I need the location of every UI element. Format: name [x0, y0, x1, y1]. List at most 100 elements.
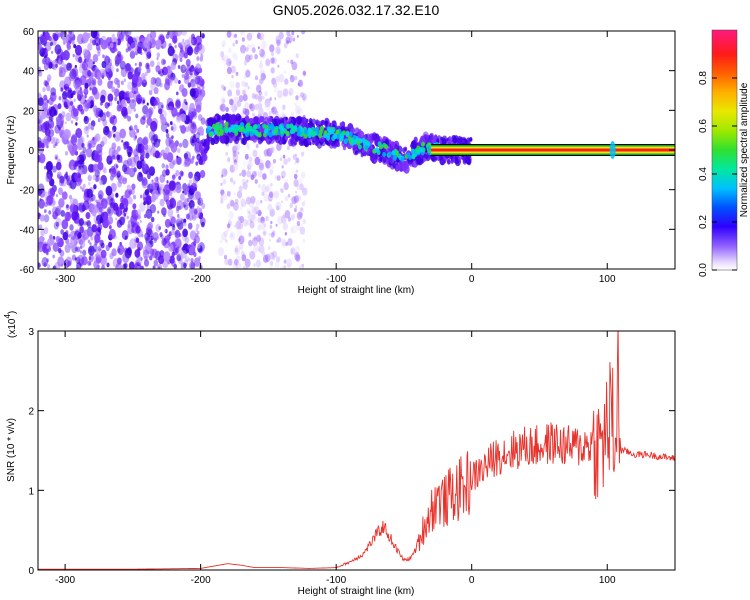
spectrogram-cell [61, 91, 68, 100]
spectrogram-cell [52, 200, 56, 206]
spectrogram-cell [90, 99, 94, 105]
spectrogram-cell [46, 194, 54, 205]
spectrogram-cell [105, 55, 108, 59]
spectrogram-cell [138, 61, 143, 67]
spectrogram-cell [116, 79, 121, 85]
spectrogram-cell [241, 137, 247, 146]
spectrogram-cell [270, 220, 273, 225]
spectrogram-cell [254, 156, 261, 166]
spectrogram-cell [244, 82, 249, 87]
spectrogram-cell [235, 89, 241, 96]
spectrogram-cell [289, 227, 294, 234]
spectrogram-cell [129, 128, 136, 138]
spectrogram-cell [81, 187, 85, 192]
spectrogram-cell [189, 78, 196, 88]
spectrogram-cell [108, 147, 116, 158]
spectrogram-cell [178, 142, 183, 148]
spectrogram-cell [55, 217, 62, 227]
spectrogram-cell [133, 108, 136, 112]
spectrogram-cell [235, 262, 242, 269]
spectrogram-cell [149, 181, 155, 190]
spectrogram-cell [113, 131, 121, 142]
spectrogram-cell [268, 265, 273, 269]
spectrogram-cell [70, 120, 74, 124]
spectrogram-cell [181, 73, 185, 78]
spectrogram-cell [107, 215, 114, 225]
spectrogram-cell [188, 200, 195, 209]
spectrogram-cell [283, 158, 288, 166]
spectrogram-cell [275, 223, 278, 227]
spectrogram-cell [230, 233, 234, 238]
spectrogram-cell [130, 37, 138, 48]
spectrogram-cell [247, 160, 253, 168]
spectrogram-cell [60, 120, 64, 126]
spectrogram-cell [148, 166, 156, 176]
spectrogram-cell [287, 238, 293, 247]
spectrogram-cell [235, 143, 241, 151]
spectrogram-cell [291, 61, 298, 71]
spectrogram-cell [182, 190, 185, 194]
spectrogram-cell [78, 218, 85, 227]
spectrogram-cell [266, 183, 272, 193]
spectrogram-cell [87, 70, 92, 77]
x-tick-label: -100 [326, 575, 346, 586]
spectrogram-cell [240, 44, 246, 54]
spectrogram-cell [254, 75, 259, 81]
spectrogram-cell [296, 220, 301, 226]
spectrogram-cell [221, 98, 226, 104]
spectrogram-cell [38, 198, 45, 209]
spectrogram-cell [69, 224, 74, 231]
spectrogram-cell [123, 144, 128, 151]
spectrogram-cell [269, 260, 274, 266]
spectrogram-cell [163, 251, 171, 262]
spectrogram-cell [113, 133, 116, 138]
spectrogram-cell [91, 86, 98, 95]
spectrogram-cell [339, 122, 343, 127]
spectrogram-cell [54, 262, 61, 269]
spectrogram-cell [180, 171, 184, 176]
spectrogram-cell [232, 162, 239, 171]
spectrogram-cell [243, 60, 248, 66]
spectrogram-cell [131, 99, 135, 104]
track-highlight [303, 129, 308, 135]
colorbar-tick-label: 0.2 [698, 215, 709, 229]
track-highlight [311, 132, 316, 138]
y-tick-label: 2 [28, 407, 34, 418]
spectrogram-cell [65, 171, 68, 175]
colorbar-tick-label: 0.8 [698, 71, 709, 85]
spectrogram-cell [253, 170, 258, 177]
spectrogram-cell [287, 193, 291, 198]
spectrogram-cell [64, 76, 72, 88]
spectrogram-cell [82, 31, 90, 43]
spectrogram-cell [75, 127, 83, 139]
spectrogram-cell [129, 156, 137, 168]
spectrogram-cell [83, 88, 89, 96]
frequency-track [205, 121, 675, 162]
spectrogram-cell [147, 144, 153, 153]
spectrogram-cell [236, 100, 242, 108]
spectrogram-cell [175, 169, 180, 176]
spectrogram-cell [74, 247, 78, 252]
spectrogram-cell [94, 240, 98, 246]
spectrogram-cell [281, 165, 284, 169]
spectrogram-cell [222, 44, 225, 48]
spectrogram-cell [141, 75, 147, 84]
spectrogram-cell [68, 163, 72, 169]
spectrogram-cell [115, 164, 119, 169]
spectrogram-cell [233, 192, 236, 196]
spectrogram-cell [244, 76, 247, 80]
spectrogram-x-label: Height of straight line (km) [298, 285, 415, 296]
spectrogram-cell [234, 33, 237, 38]
spectrogram-cell [86, 188, 93, 199]
spectrogram-cell [166, 103, 171, 111]
spectrogram-cell [126, 184, 131, 191]
track-spike [609, 141, 616, 159]
track-highlight [303, 133, 308, 139]
spectrogram-cell [296, 34, 299, 38]
spectrogram-cell [294, 161, 297, 165]
spectrogram-cell [182, 183, 188, 191]
spectrogram-cell [268, 232, 271, 237]
track-highlight [230, 124, 235, 130]
spectrogram-cell [70, 165, 74, 171]
